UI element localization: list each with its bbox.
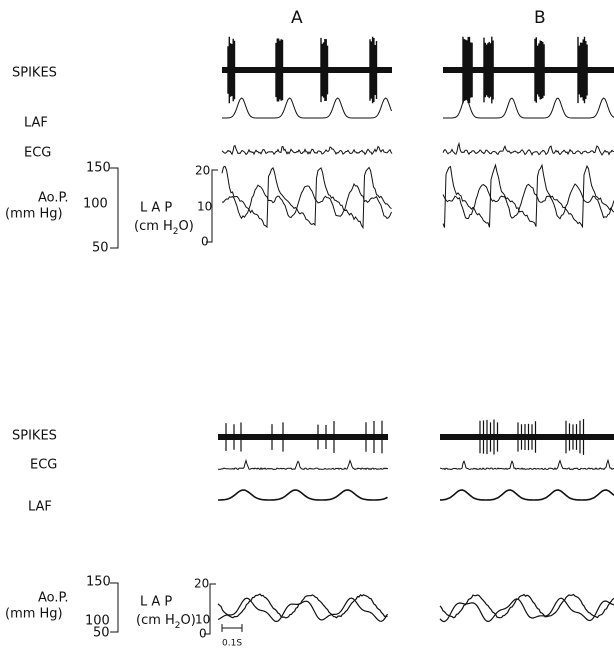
row-label: SPIKES xyxy=(12,66,57,81)
axis-unit: (mm Hg) xyxy=(5,607,63,622)
tick-label: 150 xyxy=(86,161,111,176)
ecg-trace xyxy=(439,458,614,471)
laf-trace xyxy=(222,97,392,119)
tick-label: 20 xyxy=(194,577,209,591)
axis xyxy=(110,167,119,249)
scale-bar xyxy=(221,624,243,632)
lap-trace xyxy=(222,182,392,220)
tick-label: 100 xyxy=(83,197,108,212)
scale-label: 0.1S xyxy=(222,639,242,648)
tick-label: 50 xyxy=(92,241,109,256)
spike-burst xyxy=(225,420,383,454)
row-label: ECG xyxy=(24,146,51,161)
ecg-trace xyxy=(217,458,389,471)
ecg-trace xyxy=(221,144,393,156)
lap-trace xyxy=(442,183,614,220)
laf-trace xyxy=(440,489,614,501)
axis xyxy=(206,169,218,243)
axis-unit: (cm H2O) xyxy=(134,219,194,237)
row-label: LAF xyxy=(24,116,48,131)
panel-label: B xyxy=(534,8,546,28)
aop-trace xyxy=(221,165,392,230)
row-label: ECG xyxy=(30,458,57,473)
aop-trace xyxy=(439,593,614,619)
tick-label: 20 xyxy=(195,164,210,178)
axis xyxy=(110,582,119,633)
lap-trace xyxy=(217,597,389,623)
lap-trace xyxy=(439,597,614,623)
ecg-trace xyxy=(442,141,614,156)
laf-trace xyxy=(443,97,614,119)
spike-burst xyxy=(462,36,588,104)
axis-label: Ao.P. xyxy=(38,591,68,606)
tick-label: 50 xyxy=(93,626,110,641)
panel-label: A xyxy=(291,8,303,28)
axis-label: L A P xyxy=(140,201,172,216)
tick-label: 10 xyxy=(197,200,212,214)
traces xyxy=(217,36,614,623)
tick-label: 100 xyxy=(85,614,110,629)
spike-burst xyxy=(479,419,585,455)
tick-label: 150 xyxy=(86,575,111,590)
axis-label: Ao.P. xyxy=(38,191,68,206)
axis-label: L A P xyxy=(140,595,172,610)
axis-unit: (mm Hg) xyxy=(5,207,63,222)
tick-label: 10 xyxy=(195,613,210,627)
row-label: LAF xyxy=(28,500,52,515)
laf-trace xyxy=(218,489,388,501)
tick-label: 0 xyxy=(199,627,207,641)
aop-trace xyxy=(442,163,614,229)
axis-unit: (cm H2O) xyxy=(136,613,196,631)
aop-trace xyxy=(217,593,388,619)
spike-burst xyxy=(227,36,378,104)
row-label: SPIKES xyxy=(12,429,57,444)
tick-label: 0 xyxy=(201,235,209,249)
axis xyxy=(204,583,216,635)
